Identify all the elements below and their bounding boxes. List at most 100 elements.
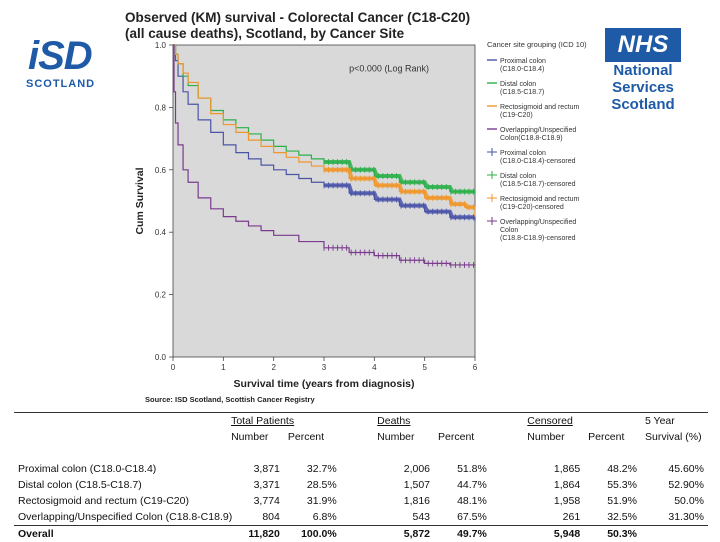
isd-logo-subtitle: SCOTLAND xyxy=(26,78,95,90)
row-deaths-number: 2,006 xyxy=(373,461,434,477)
sub-header-total-percent: Percent xyxy=(284,429,341,445)
survival-chart: 0.0 0.2 0.4 0.6 0.8 1.0 0 1 2 3 4 5 6 Survival time (… xyxy=(125,35,595,407)
legend-entry: Distal colon(C18.5-C18.7) xyxy=(500,81,544,96)
site-group-blank xyxy=(14,413,227,430)
spacer-2 xyxy=(491,413,523,430)
header-deaths: Deaths xyxy=(373,413,491,430)
plot-background xyxy=(173,45,475,357)
x-axis-label: Survival time (years from diagnosis) xyxy=(234,378,415,390)
sub-header-censored-percent: Percent xyxy=(584,429,641,445)
spacer xyxy=(341,477,373,493)
sub-header-deaths-number: Number xyxy=(373,429,434,445)
nhs-logo-line-3: Scotland xyxy=(600,96,686,113)
log-rank-annotation: p<0.000 (Log Rank) xyxy=(349,64,429,74)
header-total-patients: Total Patients xyxy=(227,413,341,430)
y-tick-label: 0.4 xyxy=(155,228,167,237)
header-censored: Censored xyxy=(523,413,641,430)
spacer xyxy=(341,461,373,477)
row-total-percent: 6.8% xyxy=(284,509,341,526)
sub-header-five-year-survival: Survival (%) xyxy=(641,429,708,445)
spacer-cell xyxy=(14,445,708,461)
y-axis-label: Cum Survival xyxy=(134,167,146,234)
x-tick-label: 1 xyxy=(221,363,226,372)
row-deaths-percent: 44.7% xyxy=(434,477,491,493)
spacer-4 xyxy=(491,429,523,445)
row-five-year-survival: 31.30% xyxy=(641,509,708,526)
row-total-percent: 32.7% xyxy=(284,461,341,477)
y-tick-label: 0.8 xyxy=(155,103,167,112)
row-deaths-number: 1,816 xyxy=(373,493,434,509)
spacer xyxy=(491,509,523,526)
legend-entry: Distal colon(C18.5-C18.7)-censored xyxy=(500,173,576,188)
row-total-number: 804 xyxy=(227,509,284,526)
y-tick-label: 1.0 xyxy=(155,41,167,50)
row-censored-number: 1,958 xyxy=(523,493,584,509)
table-spacer-row xyxy=(14,445,708,461)
row-site: Distal colon (C18.5-C18.7) xyxy=(14,477,227,493)
plot-area: 0.0 0.2 0.4 0.6 0.8 1.0 0 1 2 3 4 5 6 Survival time (… xyxy=(134,41,478,404)
row-site: Proximal colon (C18.0-C18.4) xyxy=(14,461,227,477)
spacer xyxy=(341,493,373,509)
spacer-1 xyxy=(341,413,373,430)
isd-logo-mark: iSD xyxy=(28,34,92,79)
row-censored-percent: 48.2% xyxy=(584,461,641,477)
y-tick-label: 0.2 xyxy=(155,291,167,300)
row-five-year-survival: 45.60% xyxy=(641,461,708,477)
row-censored-percent: 32.5% xyxy=(584,509,641,526)
x-tick-label: 5 xyxy=(422,363,427,372)
row-deaths-number: 543 xyxy=(373,509,434,526)
legend-entry: Proximal colon(C18.0-C18.4) xyxy=(500,58,546,73)
row-censored-percent: 51.9% xyxy=(584,493,641,509)
row-censored-number: 1,865 xyxy=(523,461,584,477)
row-deaths-number: 1,507 xyxy=(373,477,434,493)
row-censored-percent: 55.3% xyxy=(584,477,641,493)
row-total-percent: 28.5% xyxy=(284,477,341,493)
row-site: Rectosigmoid and rectum (C19-C20) xyxy=(14,493,227,509)
x-tick-label: 3 xyxy=(322,363,327,372)
chart-title-line-1: Observed (KM) survival - Colorectal Canc… xyxy=(125,10,585,26)
y-tick-label: 0.6 xyxy=(155,166,167,175)
row-total-number: 3,774 xyxy=(227,493,284,509)
row-censored-number: 261 xyxy=(523,509,584,526)
nhs-logo: NHS National Services Scotland xyxy=(600,28,686,113)
spacer xyxy=(491,461,523,477)
nhs-logo-box: NHS xyxy=(605,28,681,62)
row-censored-number: 1,864 xyxy=(523,477,584,493)
legend-entry: Rectosigmoid and rectum(C19-C20)-censore… xyxy=(500,196,580,211)
row-total-number: 3,371 xyxy=(227,477,284,493)
site-sub-blank xyxy=(14,429,227,445)
chart-legend: Cancer site grouping (ICD 10) Proximal co… xyxy=(487,40,587,242)
x-tick-label: 2 xyxy=(271,363,276,372)
x-tick-label: 6 xyxy=(473,363,478,372)
sub-header-deaths-percent: Percent xyxy=(434,429,491,445)
nhs-logo-line-2: Services xyxy=(600,79,686,96)
sub-header-censored-number: Number xyxy=(523,429,584,445)
legend-entry: Rectosigmoid and rectum(C19-C20) xyxy=(500,104,580,119)
row-five-year-survival: 52.90% xyxy=(641,477,708,493)
y-tick-label: 0.0 xyxy=(155,353,167,362)
sub-header-total-number: Number xyxy=(227,429,284,445)
row-deaths-percent: 67.5% xyxy=(434,509,491,526)
row-five-year-survival: 50.0% xyxy=(641,493,708,509)
legend-title: Cancer site grouping (ICD 10) xyxy=(487,40,587,49)
spacer xyxy=(491,493,523,509)
header-five-year: 5 Year xyxy=(641,413,708,430)
nhs-logo-line-1: National xyxy=(600,62,686,79)
spacer xyxy=(341,509,373,526)
chart-source: Source: ISD Scotland, Scottish Cancer Re… xyxy=(145,395,315,404)
x-tick-label: 4 xyxy=(372,363,377,372)
spacer xyxy=(491,477,523,493)
row-site: Overlapping/Unspecified Colon (C18.8-C18… xyxy=(14,509,227,526)
row-deaths-percent: 48.1% xyxy=(434,493,491,509)
row-deaths-percent: 51.8% xyxy=(434,461,491,477)
x-tick-label: 0 xyxy=(171,363,176,372)
table-row: Overlapping/Unspecified Colon (C18.8-C18… xyxy=(14,509,708,526)
row-total-percent: 31.9% xyxy=(284,493,341,509)
